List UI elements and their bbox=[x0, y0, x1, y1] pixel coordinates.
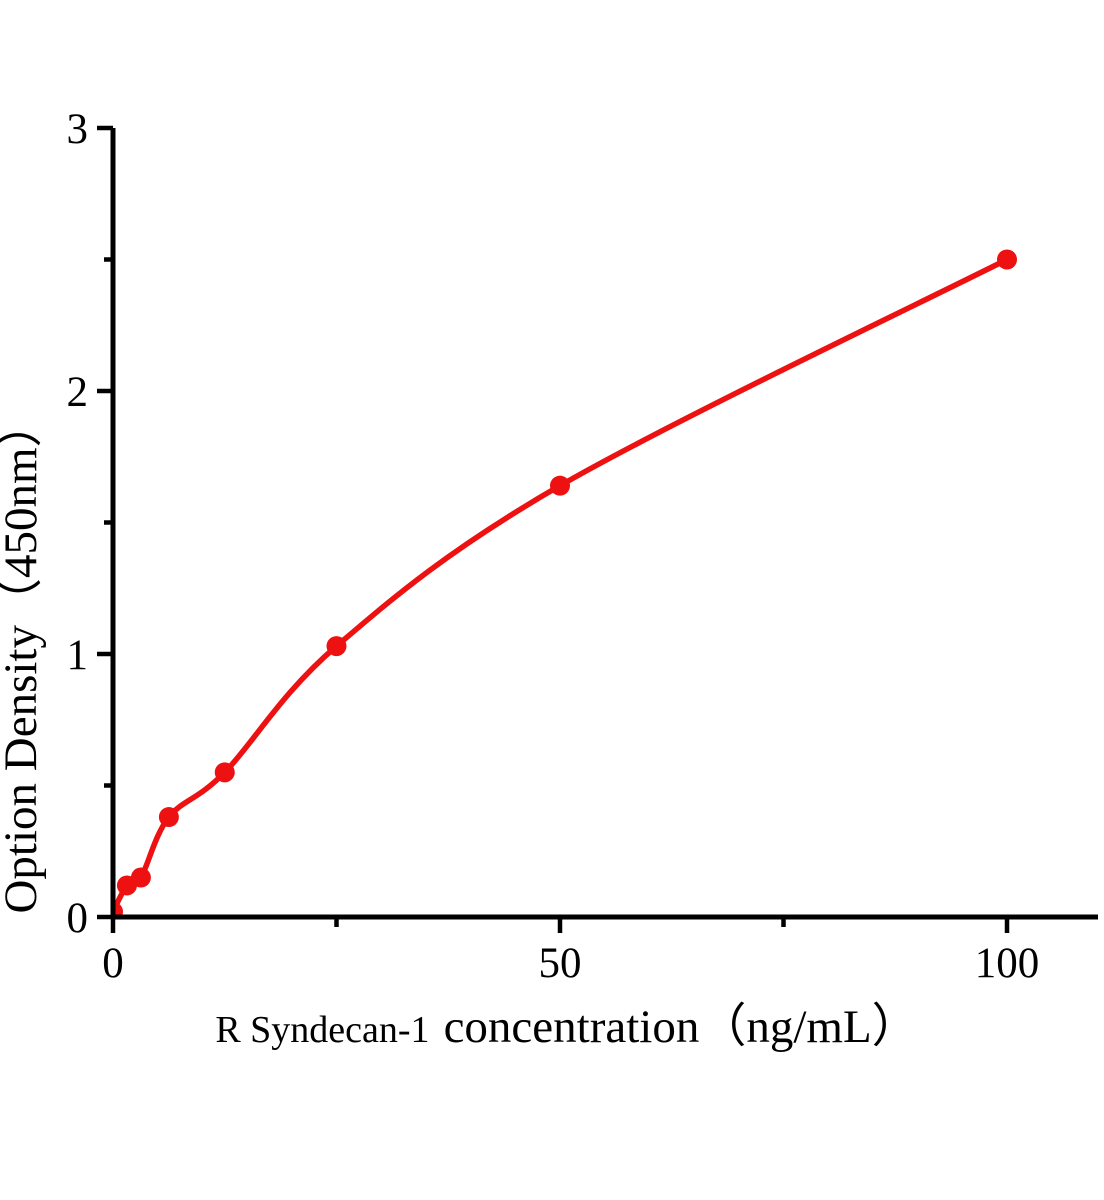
x-tick-label: 100 bbox=[975, 940, 1040, 987]
x-axis-ticks bbox=[110, 917, 1010, 933]
data-point-marker bbox=[214, 762, 235, 783]
axes bbox=[97, 125, 1098, 933]
y-tick-label: 2 bbox=[67, 369, 89, 416]
y-tick-label: 0 bbox=[67, 895, 89, 942]
x-axis-title-main: concentration（ng/mL） bbox=[444, 1001, 919, 1053]
x-tick-label: 50 bbox=[539, 940, 582, 987]
y-axis-title: Option Density（450nm） bbox=[0, 400, 47, 913]
y-tick-label: 1 bbox=[67, 632, 89, 679]
data-point-marker bbox=[997, 249, 1017, 270]
data-point-marker bbox=[130, 867, 151, 888]
x-axis-title-prefix: R Syndecan-1 bbox=[215, 1009, 429, 1051]
x-tick-label: 0 bbox=[102, 940, 124, 987]
x-axis-title: R Syndecan-1 concentration（ng/mL） bbox=[215, 1001, 918, 1053]
data-point-marker bbox=[158, 807, 179, 828]
y-axis-tick-labels: 0 1 2 3 bbox=[67, 106, 89, 942]
plot-series bbox=[113, 249, 1017, 917]
x-axis-tick-labels: 0 50 100 bbox=[102, 940, 1039, 987]
y-tick-label: 3 bbox=[67, 106, 89, 153]
data-point-marker bbox=[326, 636, 347, 657]
data-point-marker bbox=[550, 475, 570, 496]
y-axis-ticks bbox=[97, 125, 113, 920]
fit-curve-line bbox=[113, 256, 1010, 915]
data-points bbox=[113, 249, 1017, 917]
